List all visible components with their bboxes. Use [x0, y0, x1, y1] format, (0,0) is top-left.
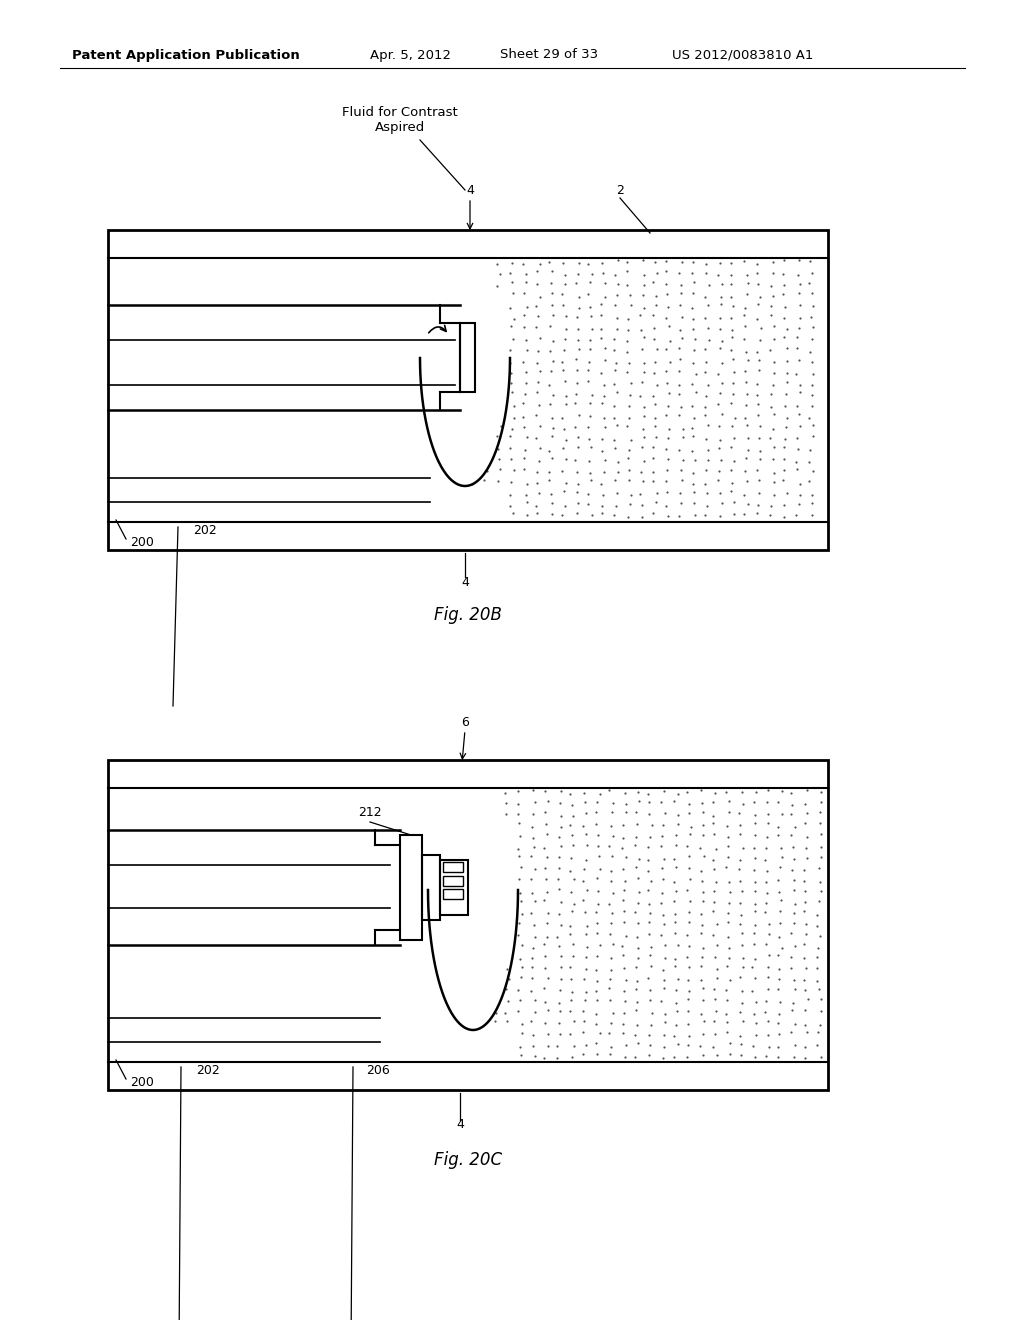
Bar: [443, 862, 463, 873]
Text: 206: 206: [366, 1064, 390, 1077]
Text: 6: 6: [461, 715, 469, 729]
Bar: [460, 323, 475, 392]
Text: Fluid for Contrast
Aspired: Fluid for Contrast Aspired: [342, 106, 458, 135]
Text: 202: 202: [193, 524, 217, 536]
Text: Fig. 20B: Fig. 20B: [434, 606, 502, 624]
Text: 4: 4: [461, 576, 469, 589]
Text: 200: 200: [130, 536, 154, 549]
Text: US 2012/0083810 A1: US 2012/0083810 A1: [672, 49, 813, 62]
Text: Sheet 29 of 33: Sheet 29 of 33: [500, 49, 598, 62]
Bar: [443, 890, 463, 899]
Text: Apr. 5, 2012: Apr. 5, 2012: [370, 49, 451, 62]
Text: 212: 212: [358, 805, 382, 818]
Bar: [108, 760, 828, 1090]
Text: Patent Application Publication: Patent Application Publication: [72, 49, 300, 62]
Bar: [422, 855, 440, 920]
Text: 200: 200: [130, 1076, 154, 1089]
Text: 4: 4: [466, 183, 474, 197]
Bar: [440, 861, 468, 915]
Bar: [108, 230, 828, 550]
Text: 4: 4: [456, 1118, 464, 1131]
Text: Fig. 20C: Fig. 20C: [434, 1151, 502, 1170]
Text: 2: 2: [616, 183, 624, 197]
Text: 202: 202: [196, 1064, 220, 1077]
Bar: [443, 875, 463, 886]
Bar: [400, 836, 422, 940]
